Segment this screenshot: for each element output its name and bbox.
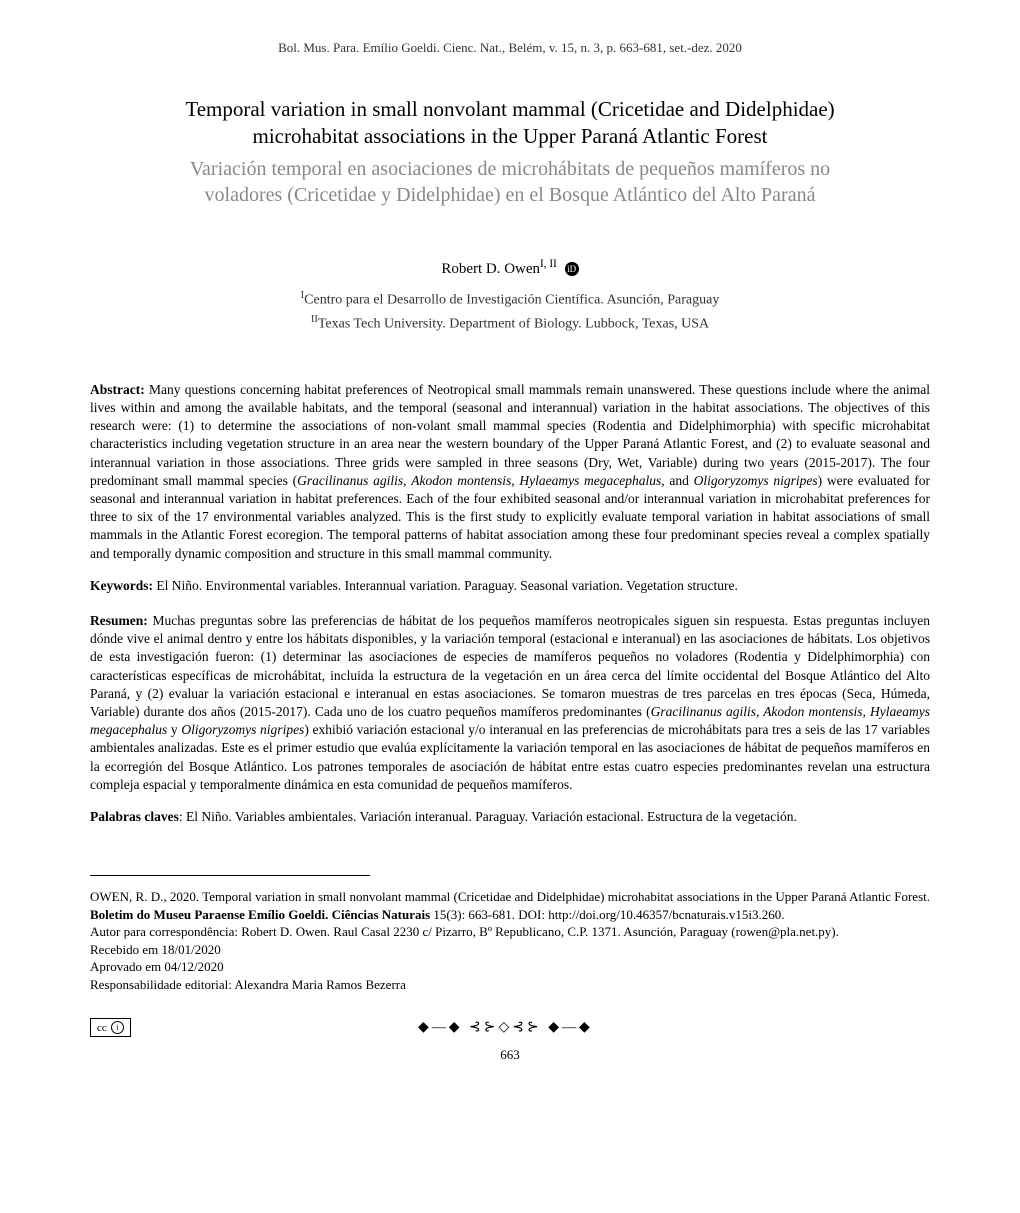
abstract-species-3: Hylaeamys megacephalus — [519, 473, 661, 488]
abstract-species-2: Akodon montensis — [411, 473, 511, 488]
abstract-block: Abstract: Many questions concerning habi… — [90, 381, 930, 563]
footer-citation-bold: Boletim do Museu Paraense Emílio Goeldi.… — [90, 907, 430, 922]
cc-by-circle: i — [111, 1021, 124, 1034]
footer-citation-2: 15(3): 663-681. DOI: http://doi.org/10.4… — [430, 907, 784, 922]
author-superscript: I, II — [540, 258, 557, 270]
keywords-block: Keywords: El Niño. Environmental variabl… — [90, 578, 930, 594]
affiliation-1-text: Centro para el Desarrollo de Investigaci… — [304, 292, 719, 307]
footer-citation: OWEN, R. D., 2020. Temporal variation in… — [90, 888, 930, 923]
author-name: Robert D. OwenI, II iD — [90, 258, 930, 278]
keywords-label: Keywords: — [90, 578, 153, 593]
author-block: Robert D. OwenI, II iD ICentro para el D… — [90, 258, 930, 336]
orcid-icon[interactable]: iD — [565, 262, 579, 276]
cc-license-icon[interactable]: cc i — [90, 1018, 131, 1037]
page-number: 663 — [90, 1047, 930, 1063]
resumen-block: Resumen: Muchas preguntas sobre las pref… — [90, 612, 930, 794]
title-en-line1: Temporal variation in small nonvolant ma… — [185, 97, 834, 121]
header-citation: Bol. Mus. Para. Emílio Goeldi. Cienc. Na… — [90, 40, 930, 56]
title-es-line2: voladores (Cricetidae y Didelphidae) en … — [205, 184, 816, 206]
title-en-line2: microhabitat associations in the Upper P… — [253, 124, 768, 148]
footer-bottom: cc i ◆—◆ ⊰⊱◇⊰⊱ ◆—◆ — [90, 1018, 930, 1037]
abstract-species-4: Oligoryzomys nigripes — [694, 473, 818, 488]
affiliation-2-marker: II — [311, 314, 318, 325]
title-english: Temporal variation in small nonvolant ma… — [90, 96, 930, 151]
cc-label: cc — [97, 1022, 107, 1034]
resumen-label: Resumen: — [90, 613, 148, 628]
affiliation-2: IITexas Tech University. Department of B… — [90, 312, 930, 336]
footer-approved: Aprovado em 04/12/2020 — [90, 958, 930, 976]
palabras-claves-label: Palabras claves — [90, 809, 179, 824]
affiliation-1: ICentro para el Desarrollo de Investigac… — [90, 288, 930, 312]
footer-received: Recebido em 18/01/2020 — [90, 941, 930, 959]
footer-citation-1: OWEN, R. D., 2020. Temporal variation in… — [90, 889, 930, 904]
title-es-line1: Variación temporal en asociaciones de mi… — [190, 158, 830, 180]
abstract-label: Abstract: — [90, 382, 145, 397]
decorative-ornament: ◆—◆ ⊰⊱◇⊰⊱ ◆—◆ — [131, 1019, 880, 1036]
footer-divider — [90, 875, 370, 876]
title-spanish: Variación temporal en asociaciones de mi… — [90, 156, 930, 208]
palabras-claves-block: Palabras claves: El Niño. Variables ambi… — [90, 809, 930, 825]
affiliation-2-text: Texas Tech University. Department of Bio… — [318, 316, 709, 331]
footer-correspondence: Autor para correspondência: Robert D. Ow… — [90, 923, 930, 941]
keywords-text: El Niño. Environmental variables. Intera… — [153, 578, 738, 593]
palabras-claves-text: : El Niño. Variables ambientales. Variac… — [179, 809, 797, 824]
resumen-sep-1: y — [167, 722, 181, 737]
resumen-species-2: Oligoryzomys nigripes — [181, 722, 304, 737]
author-name-text: Robert D. Owen — [441, 261, 540, 277]
abstract-species-1: Gracilinanus agilis — [297, 473, 403, 488]
footer-editorial: Responsabilidade editorial: Alexandra Ma… — [90, 976, 930, 994]
abstract-sep-3: , and — [661, 473, 693, 488]
